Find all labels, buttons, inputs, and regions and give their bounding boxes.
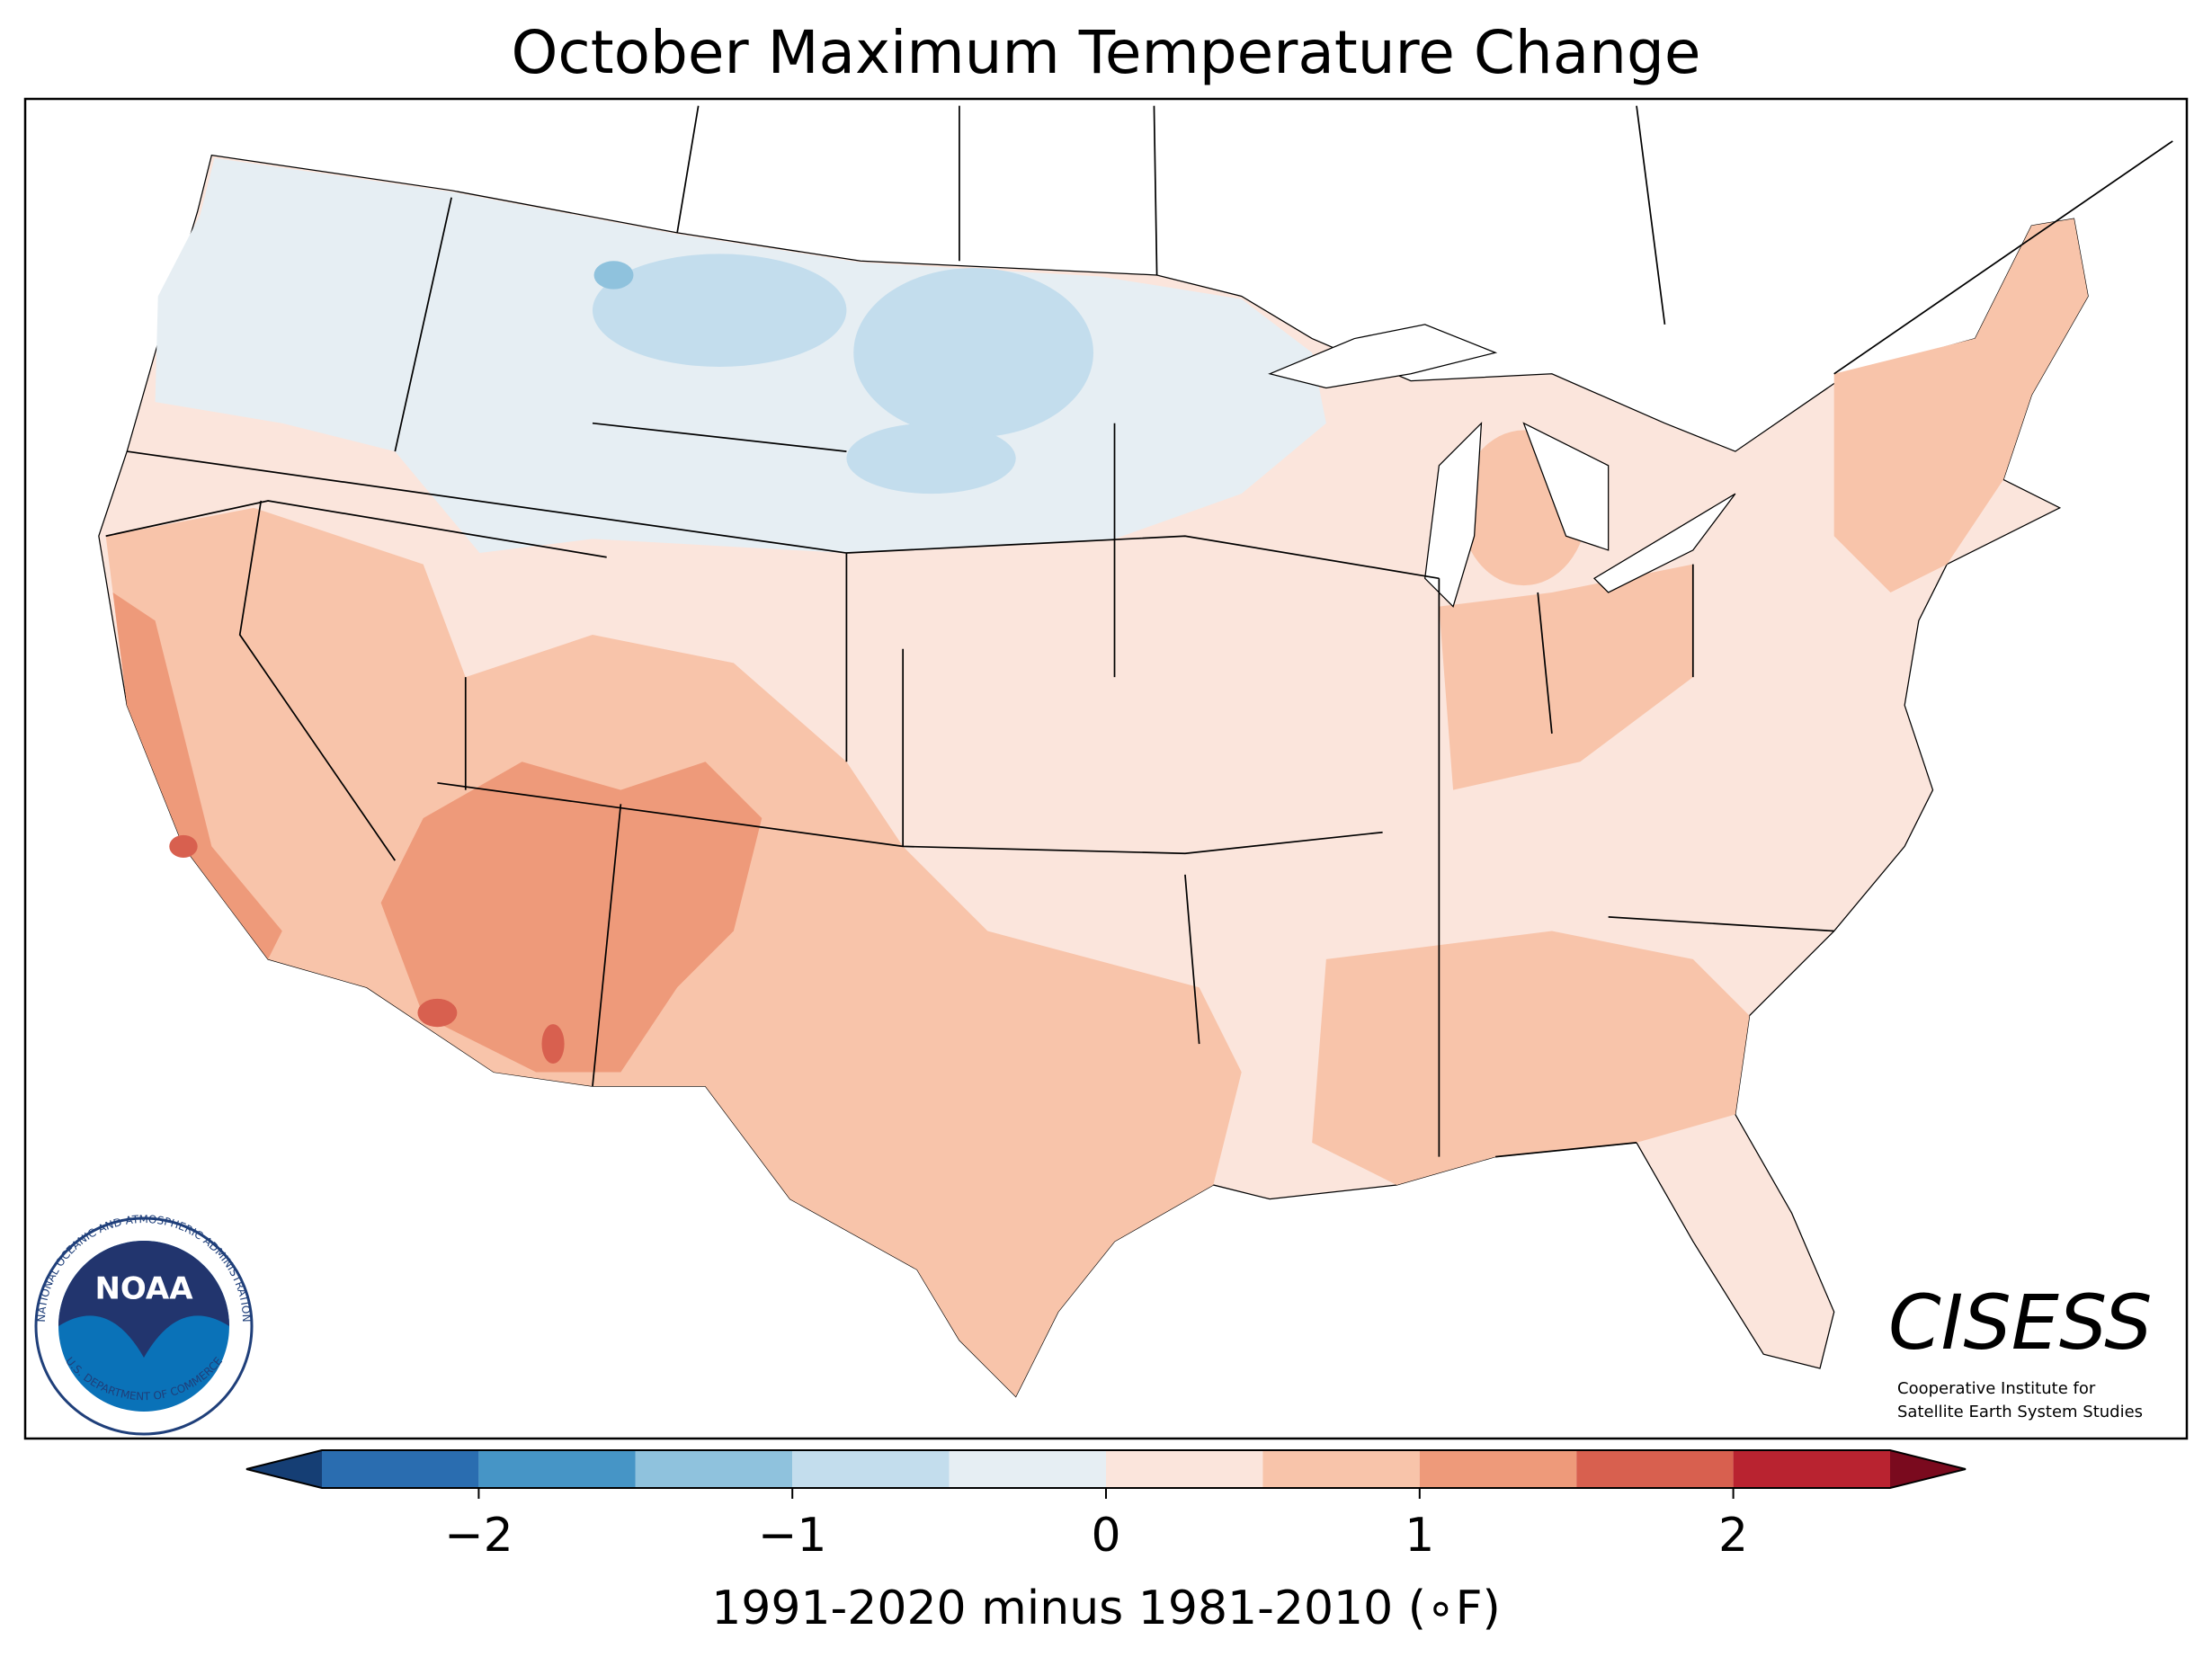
colorbar-bin <box>949 1450 1106 1488</box>
cool-patch <box>593 261 634 290</box>
colorbar-tick-label: 0 <box>1091 1509 1120 1563</box>
colorbar-bin <box>1419 1450 1577 1488</box>
warm-region <box>1833 218 2089 592</box>
colorbar-tick-label: −1 <box>758 1509 827 1563</box>
hot-patch <box>541 1024 565 1065</box>
hot-region <box>112 592 282 959</box>
noaa-logo: NOAA NATIONAL OCEANIC AND ATMOSPHERIC AD… <box>34 1213 254 1436</box>
colorbar-bin <box>1106 1450 1263 1488</box>
cisess-line: Cooperative Institute for <box>1897 1379 2096 1398</box>
cool-patch <box>853 268 1093 438</box>
logo-top <box>58 1241 229 1358</box>
cisess-line: Satellite Earth System Studies <box>1897 1403 2143 1421</box>
noaa-name: NOAA <box>94 1271 193 1307</box>
map-title: October Maximum Temperature Change <box>511 18 1700 87</box>
state-line <box>105 197 1834 1158</box>
colorbar-extend-low <box>246 1450 322 1488</box>
colorbar-bin <box>792 1450 950 1488</box>
warm-region <box>1312 931 1750 1185</box>
colorbar-bin <box>635 1450 793 1488</box>
warm-region <box>1439 564 1693 790</box>
colorbar-bin <box>1576 1450 1734 1488</box>
hot-patch <box>417 998 458 1028</box>
cisess-name: CISESS <box>1888 1278 2152 1367</box>
colorbar-tick-label: −2 <box>444 1509 513 1563</box>
lake <box>1268 324 1736 608</box>
colorbar-bin <box>1733 1450 1890 1488</box>
colorbar: −2 −1 0 1 2 <box>245 1449 1967 1563</box>
colorbar-bin <box>322 1450 479 1488</box>
colorbar-extend-high <box>1890 1450 1966 1488</box>
cool-patch <box>846 423 1016 494</box>
colorbar-tick-label: 2 <box>1718 1509 1748 1563</box>
map <box>98 105 2173 1398</box>
colorbar-label: 1991-2020 minus 1981-2010 (∘F) <box>711 1581 1501 1635</box>
colorbar-bin <box>1262 1450 1420 1488</box>
hot-patch <box>169 834 198 858</box>
hot-region <box>380 762 763 1073</box>
colorbar-bin <box>478 1450 636 1488</box>
colorbar-outline <box>245 1449 1967 1489</box>
border-line <box>676 105 2173 375</box>
cool-patch <box>592 254 847 367</box>
colorbar-tick-label: 1 <box>1405 1509 1434 1563</box>
